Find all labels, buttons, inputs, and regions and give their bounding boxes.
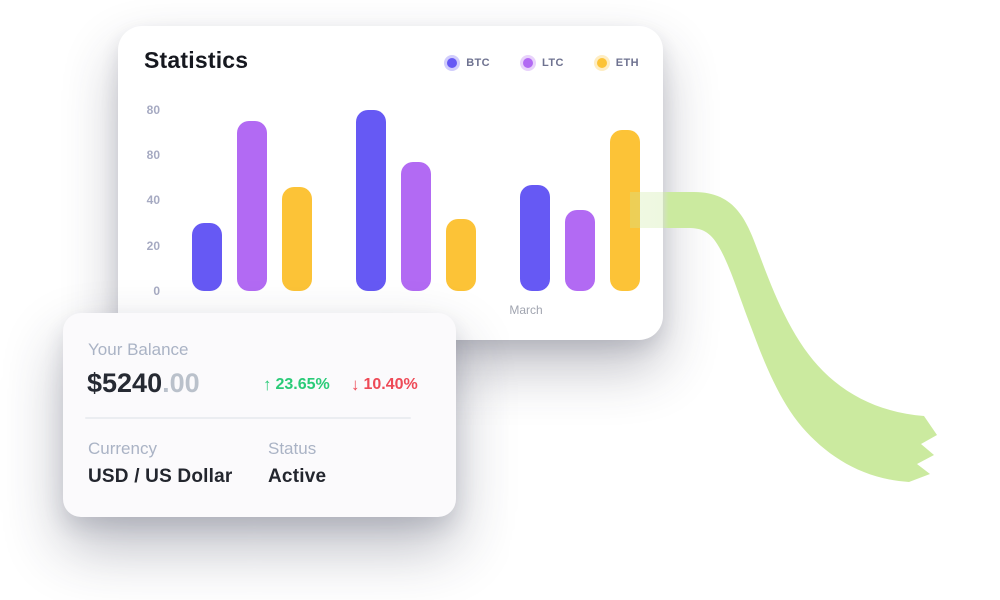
legend-item-btc[interactable]: BTC xyxy=(447,57,490,69)
bar-eth-group1 xyxy=(282,187,312,291)
legend-label: BTC xyxy=(466,57,491,69)
bar-eth-group2 xyxy=(446,219,476,291)
y-tick: 0 xyxy=(153,284,160,298)
balance-amount: $5240.00 xyxy=(87,368,200,399)
balance-amount-main: $5240 xyxy=(87,368,163,398)
x-axis-label-march: March xyxy=(509,303,543,317)
ribbon-path xyxy=(630,192,937,482)
bar-btc-group3 xyxy=(520,185,550,291)
bar-ltc-group3 xyxy=(565,210,595,291)
change-up-value: 23.65% xyxy=(275,376,330,393)
arrow-up-icon: ↑ xyxy=(263,375,272,394)
legend-label: LTC xyxy=(542,57,564,69)
change-down: ↓ 10.40% xyxy=(351,375,418,395)
bar-ltc-group2 xyxy=(401,162,431,291)
balance-amount-fraction: .00 xyxy=(162,368,200,398)
legend-item-eth[interactable]: ETH xyxy=(596,57,639,69)
arrow-down-icon: ↓ xyxy=(351,375,360,394)
bar-btc-group2 xyxy=(356,110,386,291)
balance-label: Your Balance xyxy=(88,340,189,359)
y-tick: 40 xyxy=(146,193,160,207)
divider xyxy=(85,417,411,419)
change-up: ↑ 23.65% xyxy=(263,375,330,395)
currency-label: Currency xyxy=(88,439,157,458)
legend-label: ETH xyxy=(615,57,639,69)
bar-btc-group1 xyxy=(192,223,222,291)
statistics-title: Statistics xyxy=(144,47,249,73)
status-field: Status Active xyxy=(268,439,326,488)
balance-card: Your Balance $5240.00 ↑ 23.65% ↓ 10.40% … xyxy=(63,313,456,517)
y-tick: 80 xyxy=(146,103,160,117)
eth-dot-icon xyxy=(596,58,607,68)
change-down-value: 10.40% xyxy=(363,376,418,393)
bar-ltc-group1 xyxy=(237,121,267,291)
legend-item-ltc[interactable]: LTC xyxy=(523,57,564,69)
statistics-card: Statistics BTC LTC ETH 80 80 40 20 0 March xyxy=(118,26,663,340)
status-label: Status xyxy=(268,439,317,458)
currency-value: USD / US Dollar xyxy=(88,466,233,487)
status-value: Active xyxy=(268,466,327,487)
y-tick: 80 xyxy=(146,148,160,162)
ltc-dot-icon xyxy=(523,58,534,68)
bar-eth-group3 xyxy=(610,130,640,291)
chart-legend: BTC LTC ETH xyxy=(447,57,639,69)
currency-field: Currency USD / US Dollar xyxy=(88,439,232,488)
btc-dot-icon xyxy=(447,58,458,68)
y-tick: 20 xyxy=(146,239,160,253)
